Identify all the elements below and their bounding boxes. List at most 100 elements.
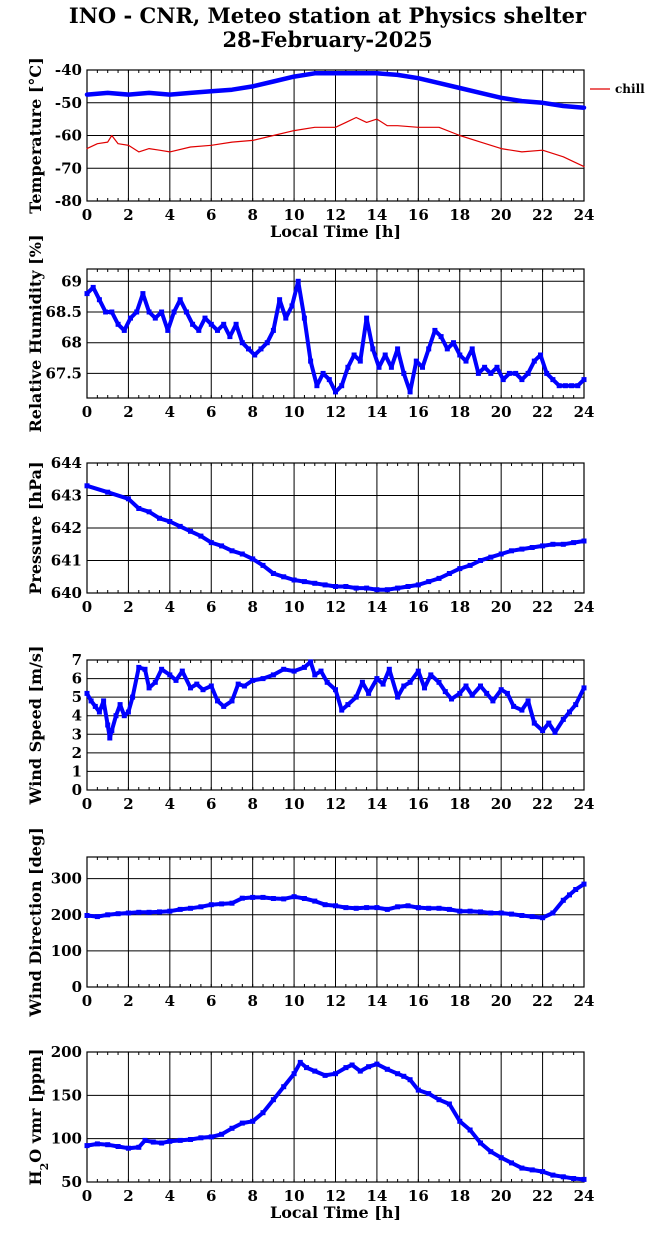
data-point: [357, 1068, 363, 1074]
data-point: [188, 1137, 193, 1142]
data-point: [581, 685, 587, 691]
x-tick-label: 8: [247, 206, 257, 224]
data-point: [415, 668, 421, 674]
data-point: [229, 900, 235, 906]
data-point: [121, 327, 127, 333]
x-tick-label: 14: [366, 795, 387, 813]
data-point: [105, 722, 111, 728]
data-point: [281, 1084, 287, 1090]
x-tick-label: 18: [449, 206, 470, 224]
data-point: [94, 914, 100, 920]
data-point: [540, 728, 546, 734]
x-tick-label: 22: [532, 992, 553, 1010]
data-point: [538, 352, 543, 358]
data-point: [115, 911, 121, 917]
data-point: [136, 909, 142, 915]
data-point: [556, 383, 562, 389]
data-point: [457, 352, 463, 358]
data-point: [562, 383, 568, 389]
data-point: [229, 1125, 235, 1131]
data-point: [343, 584, 349, 589]
x-tick-label: 20: [491, 992, 512, 1010]
data-point: [401, 683, 407, 689]
data-point: [324, 679, 330, 685]
data-point: [413, 358, 419, 364]
data-point: [107, 735, 113, 741]
x-tick-label: 12: [325, 403, 346, 421]
data-point: [229, 548, 235, 554]
data-point: [250, 677, 256, 683]
data-point: [436, 575, 442, 581]
y-tick-label: 68.5: [45, 303, 82, 321]
data-point: [235, 681, 241, 687]
data-point: [301, 664, 307, 670]
data-point: [333, 584, 338, 589]
x-tick-label: 8: [247, 992, 257, 1010]
data-point: [415, 905, 421, 911]
plot-frame: [86, 268, 585, 399]
data-point: [339, 707, 345, 713]
data-point: [560, 1174, 566, 1180]
data-point: [467, 1127, 473, 1133]
y-tick-label: 644: [51, 454, 82, 472]
data-point: [420, 364, 425, 370]
data-point: [446, 1101, 452, 1107]
data-point: [194, 681, 200, 687]
x-tick-label: 20: [491, 1187, 512, 1205]
data-point: [478, 909, 483, 915]
x-tick-label: 6: [206, 795, 216, 813]
data-point: [188, 528, 193, 534]
x-axis-label: Local Time [h]: [270, 1203, 401, 1222]
data-point: [401, 1073, 407, 1079]
data-point: [560, 897, 566, 903]
data-point: [531, 358, 537, 364]
data-point: [467, 562, 473, 568]
y-axis-label: H2O vmr [ppm]: [26, 1049, 51, 1186]
y-tick-label: 150: [51, 1086, 82, 1104]
data-point: [157, 909, 162, 915]
data-point: [571, 540, 577, 546]
x-tick-label: 24: [574, 992, 595, 1010]
x-tick-label: 4: [165, 992, 175, 1010]
data-point: [196, 327, 202, 333]
data-point: [208, 902, 214, 908]
data-point: [308, 659, 314, 665]
data-point: [152, 315, 158, 321]
data-point: [550, 910, 556, 916]
data-point: [407, 1077, 413, 1083]
data-point: [146, 909, 152, 915]
data-point: [467, 908, 473, 914]
data-point: [157, 515, 162, 521]
data-point: [159, 666, 165, 672]
data-point: [546, 720, 552, 726]
data-point: [581, 1176, 587, 1182]
chart-title-line2: 28-February-2025: [222, 27, 433, 52]
x-tick-label: 22: [532, 403, 553, 421]
data-point: [343, 1065, 349, 1071]
data-point: [260, 676, 266, 682]
data-point: [322, 582, 328, 588]
data-point: [113, 713, 119, 719]
data-point: [277, 297, 283, 303]
data-point: [567, 892, 572, 898]
data-point: [167, 672, 173, 678]
data-point: [320, 370, 326, 376]
data-point: [469, 692, 475, 698]
data-point: [250, 1118, 256, 1124]
data-point: [432, 327, 438, 333]
data-point: [295, 278, 301, 284]
data-point: [270, 327, 276, 333]
data-point: [270, 672, 276, 678]
y-axis-label: Relative Humidity [%]: [26, 234, 45, 432]
data-point: [498, 687, 504, 693]
data-point: [405, 584, 411, 589]
data-point: [177, 906, 183, 912]
y-tick-label: 300: [51, 870, 82, 888]
data-point: [312, 898, 318, 904]
data-point: [395, 585, 401, 591]
x-tick-label: 24: [574, 1187, 595, 1205]
x-tick-label: 14: [366, 1187, 387, 1205]
data-point: [552, 729, 558, 735]
data-point: [426, 579, 432, 585]
